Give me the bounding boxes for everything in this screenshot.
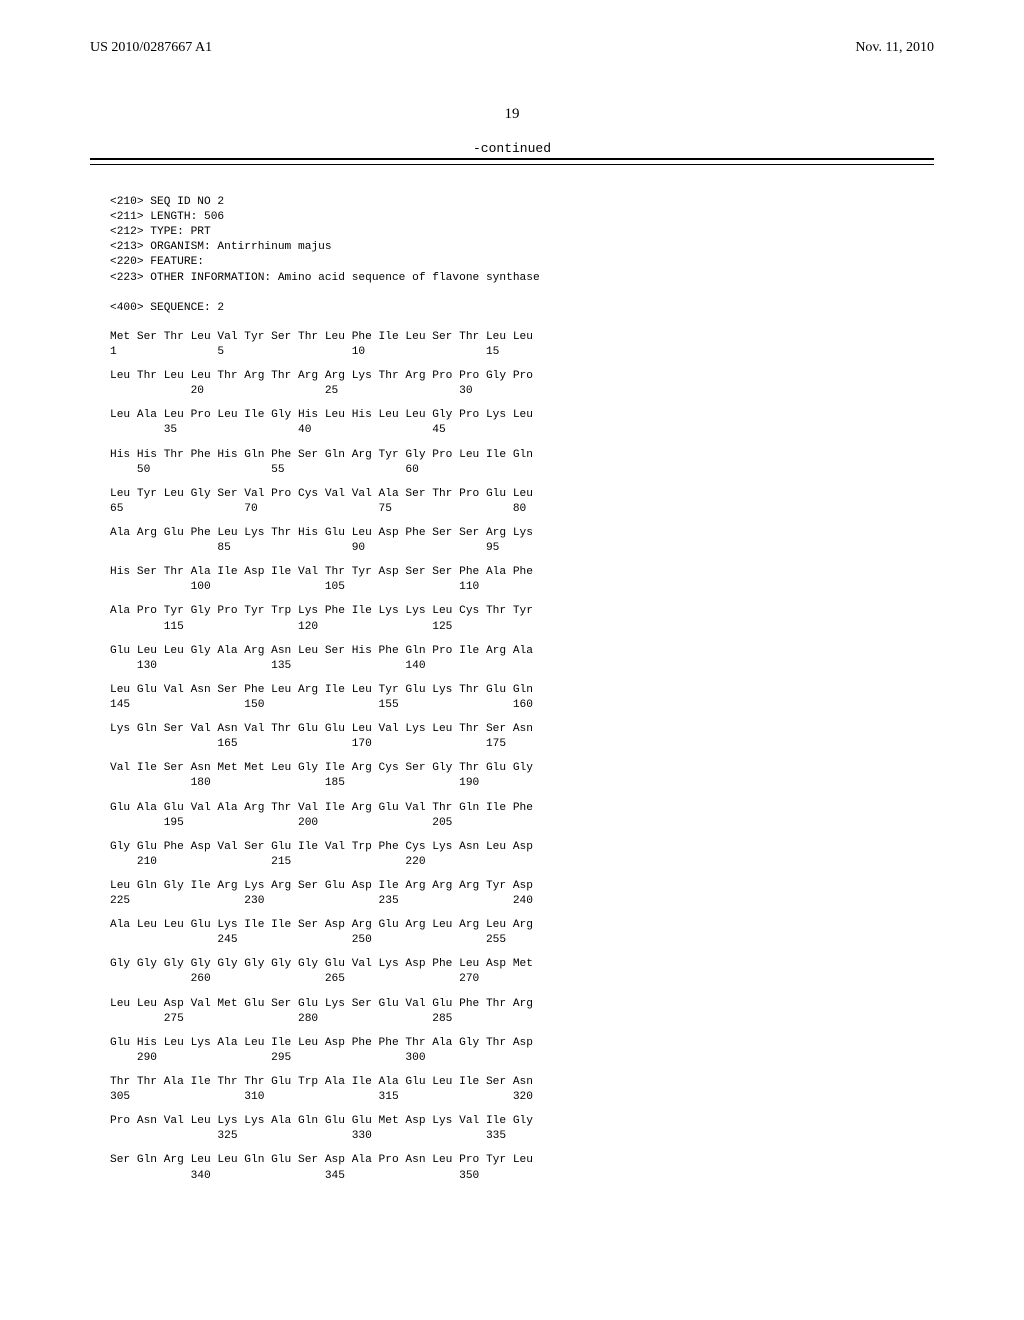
amino-acid-row: His His Thr Phe His Gln Phe Ser Gln Arg … [110, 448, 934, 463]
position-number-row: 260 265 270 [110, 972, 934, 987]
position-number-row: 180 185 190 [110, 776, 934, 791]
amino-acid-row: Gly Gly Gly Gly Gly Gly Gly Gly Glu Val … [110, 957, 934, 972]
position-number-row: 130 135 140 [110, 659, 934, 674]
position-number-row: 340 345 350 [110, 1169, 934, 1184]
publication-number: US 2010/0287667 A1 [90, 40, 212, 56]
position-number-row: 115 120 125 [110, 620, 934, 635]
amino-acid-row: Leu Ala Leu Pro Leu Ile Gly His Leu His … [110, 408, 934, 423]
header-row: US 2010/0287667 A1 Nov. 11, 2010 [90, 40, 934, 56]
position-number-row: 195 200 205 [110, 816, 934, 831]
amino-acid-row: Val Ile Ser Asn Met Met Leu Gly Ile Arg … [110, 761, 934, 776]
position-number-row: 245 250 255 [110, 933, 934, 948]
position-number-row: 100 105 110 [110, 580, 934, 595]
position-number-row: 305 310 315 320 [110, 1090, 934, 1105]
amino-acid-row: Leu Glu Val Asn Ser Phe Leu Arg Ile Leu … [110, 683, 934, 698]
position-number-row: 290 295 300 [110, 1051, 934, 1066]
amino-acid-row: Glu Leu Leu Gly Ala Arg Asn Leu Ser His … [110, 644, 934, 659]
amino-acid-row: Leu Gln Gly Ile Arg Lys Arg Ser Glu Asp … [110, 879, 934, 894]
amino-acid-row: Leu Leu Asp Val Met Glu Ser Glu Lys Ser … [110, 997, 934, 1012]
page-number: 19 [90, 106, 934, 123]
position-number-row: 35 40 45 [110, 423, 934, 438]
rule-top [90, 158, 934, 160]
amino-acid-row: Ala Leu Leu Glu Lys Ile Ile Ser Asp Arg … [110, 918, 934, 933]
position-number-row: 50 55 60 [110, 463, 934, 478]
amino-acid-row: Leu Thr Leu Leu Thr Arg Thr Arg Arg Lys … [110, 369, 934, 384]
page-container: US 2010/0287667 A1 Nov. 11, 2010 19 -con… [0, 0, 1024, 1320]
amino-acid-row: Met Ser Thr Leu Val Tyr Ser Thr Leu Phe … [110, 330, 934, 345]
position-number-row: 210 215 220 [110, 855, 934, 870]
sequence-table: Met Ser Thr Leu Val Tyr Ser Thr Leu Phe … [110, 330, 934, 1184]
publication-date: Nov. 11, 2010 [855, 40, 934, 56]
position-number-row: 1 5 10 15 [110, 345, 934, 360]
position-number-row: 165 170 175 [110, 737, 934, 752]
position-number-row: 65 70 75 80 [110, 502, 934, 517]
rule-bottom [90, 164, 934, 165]
position-number-row: 225 230 235 240 [110, 894, 934, 909]
amino-acid-row: Leu Tyr Leu Gly Ser Val Pro Cys Val Val … [110, 487, 934, 502]
position-number-row: 275 280 285 [110, 1012, 934, 1027]
amino-acid-row: His Ser Thr Ala Ile Asp Ile Val Thr Tyr … [110, 565, 934, 580]
amino-acid-row: Glu Ala Glu Val Ala Arg Thr Val Ile Arg … [110, 801, 934, 816]
amino-acid-row: Ala Pro Tyr Gly Pro Tyr Trp Lys Phe Ile … [110, 604, 934, 619]
position-number-row: 20 25 30 [110, 384, 934, 399]
amino-acid-row: Ala Arg Glu Phe Leu Lys Thr His Glu Leu … [110, 526, 934, 541]
sequence-meta: <210> SEQ ID NO 2 <211> LENGTH: 506 <212… [110, 195, 934, 316]
amino-acid-row: Thr Thr Ala Ile Thr Thr Glu Trp Ala Ile … [110, 1075, 934, 1090]
position-number-row: 145 150 155 160 [110, 698, 934, 713]
amino-acid-row: Lys Gln Ser Val Asn Val Thr Glu Glu Leu … [110, 722, 934, 737]
amino-acid-row: Pro Asn Val Leu Lys Lys Ala Gln Glu Glu … [110, 1114, 934, 1129]
amino-acid-row: Glu His Leu Lys Ala Leu Ile Leu Asp Phe … [110, 1036, 934, 1051]
position-number-row: 325 330 335 [110, 1129, 934, 1144]
amino-acid-row: Ser Gln Arg Leu Leu Gln Glu Ser Asp Ala … [110, 1153, 934, 1168]
position-number-row: 85 90 95 [110, 541, 934, 556]
amino-acid-row: Gly Glu Phe Asp Val Ser Glu Ile Val Trp … [110, 840, 934, 855]
continued-label: -continued [90, 141, 934, 156]
